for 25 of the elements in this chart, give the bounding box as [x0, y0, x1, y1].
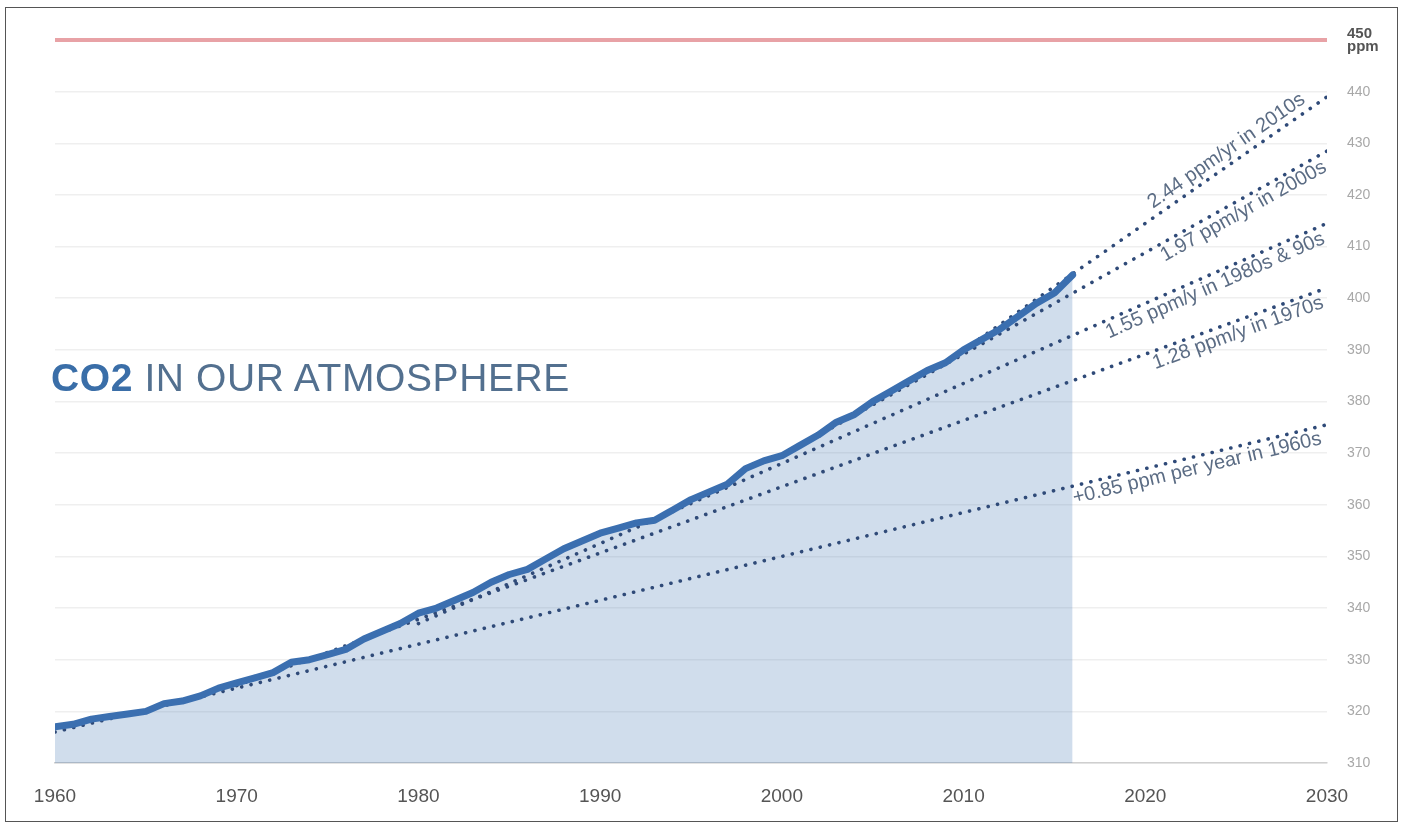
y-tick-label: 370 [1347, 444, 1371, 460]
x-tick-label: 2030 [1305, 784, 1349, 806]
text: +0.85 ppm per year in 1960s [1070, 426, 1324, 508]
y-tick-label: 420 [1347, 185, 1371, 202]
y-tick-label: 340 [1347, 598, 1371, 615]
y-tick-label: 330 [1347, 650, 1371, 667]
y-tick-label: 410 [1347, 237, 1371, 254]
y-tick-label: 380 [1347, 392, 1371, 409]
text: CO2 IN OUR ATMOSPHERE [51, 356, 570, 399]
x-tick-label: 1960 [33, 784, 77, 806]
x-tick-label: 2010 [942, 784, 985, 806]
y-tick-label: 430 [1347, 134, 1371, 151]
y-tick-label: 320 [1347, 702, 1371, 719]
y-tick-label: 350 [1347, 547, 1371, 564]
x-tick-label: 2000 [760, 784, 803, 806]
x-tick-label: 1970 [215, 784, 258, 806]
y-tick-label: 440 [1347, 82, 1371, 99]
y-tick-label: 390 [1347, 340, 1371, 357]
ref-line-label: 450 ppm [1347, 23, 1379, 54]
y-tick-label: 400 [1347, 289, 1371, 306]
y-tick-label: 310 [1347, 753, 1371, 770]
x-tick-label: 1980 [397, 784, 440, 806]
x-tick-label: 1990 [579, 784, 622, 806]
y-tick-label: 360 [1347, 495, 1371, 512]
x-tick-label: 2020 [1124, 784, 1167, 806]
